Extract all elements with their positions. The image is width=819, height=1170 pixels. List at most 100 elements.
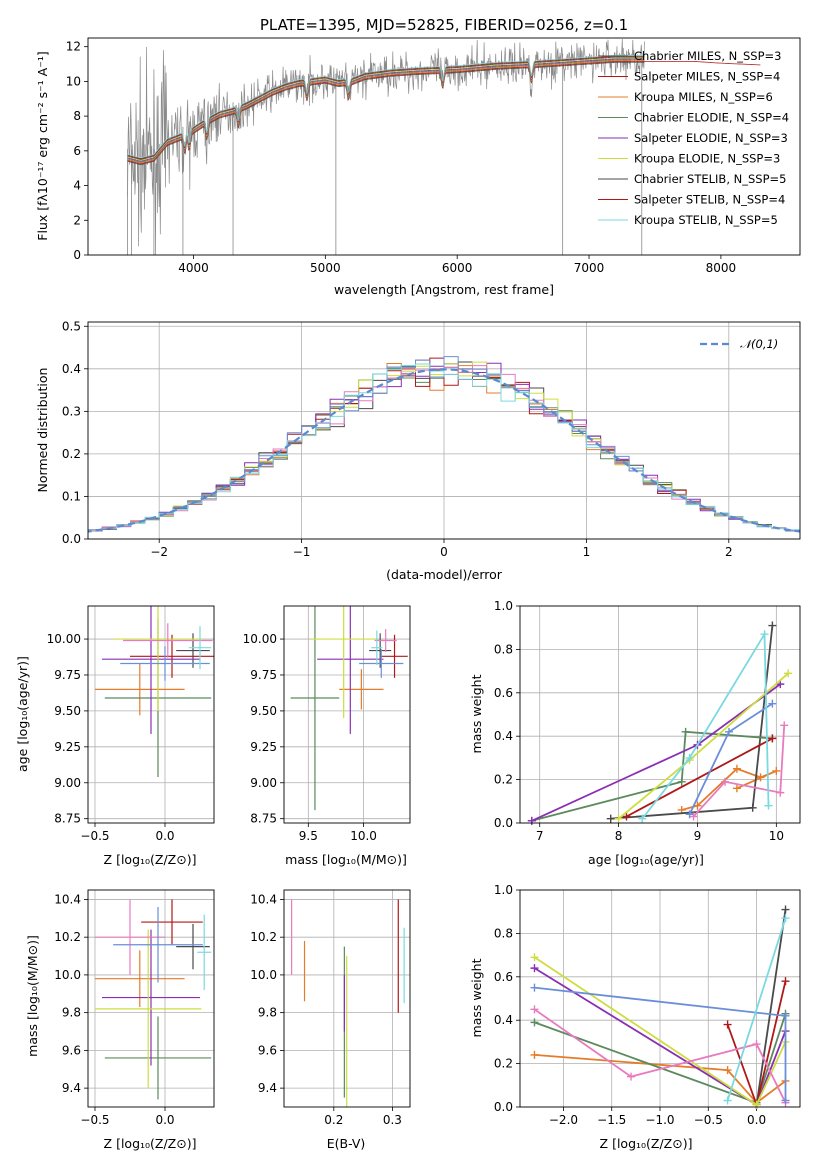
model-spectrum-1 [127, 61, 645, 166]
y-tick-label: 10.2 [54, 930, 81, 944]
weight-marker [732, 784, 741, 793]
weight-vs-z-panel: Z [log₁₀(Z/Z⊙)] mass weight −2.0 −1.5 −1.0… [469, 883, 801, 1151]
mass-vs-ebv-xlabel: E(B-V) [327, 1136, 366, 1151]
mass-vs-z-ylabel: mass [log₁₀(M/M⊙)] [25, 935, 40, 1057]
weight-marker [760, 630, 769, 639]
legend-label-2: Salpeter MILES, N_SSP=4 [634, 70, 780, 84]
weight-marker [725, 727, 734, 736]
spectrum-ylabel: Flux [fλ10⁻¹⁷ erg cm⁻² s⁻¹ A⁻¹] [35, 51, 50, 240]
weight-marker [685, 753, 694, 762]
x-tick-label: 10.0 [350, 829, 377, 843]
y-tick-label: 0.2 [494, 773, 513, 787]
model-spectrum-5 [127, 58, 645, 162]
x-tick-label: −0.5 [694, 1113, 723, 1127]
x-tick-label: −0.5 [80, 1113, 109, 1127]
y-tick-label: 9.4 [62, 1081, 81, 1095]
y-tick-label: 0.3 [62, 404, 81, 418]
y-tick-label: 9.6 [62, 1043, 81, 1057]
weight-marker [723, 1096, 732, 1105]
legend-label-9: Kroupa STELIB, N_SSP=5 [634, 213, 778, 227]
weight-series-4 [626, 737, 773, 818]
y-tick-label: 0.4 [494, 1013, 513, 1027]
y-tick-label: 0.0 [494, 816, 513, 830]
mass-vs-z-panel: Z [log₁₀(Z/Z⊙)] mass [log₁₀(M/M⊙)] −0.5 0… [25, 889, 215, 1151]
weight-series-7 [533, 1008, 787, 1104]
axes-frame [283, 605, 411, 824]
y-tick-label: 0.4 [494, 729, 513, 743]
weight-series-7 [692, 725, 786, 818]
weight-marker [693, 801, 702, 810]
weight-vs-z-xlabel: Z [log₁₀(Z/Z⊙)] [600, 1136, 693, 1151]
x-tick-label: 0.0 [747, 1113, 766, 1127]
y-tick-label: 0.0 [494, 1100, 513, 1114]
weight-marker [685, 810, 694, 819]
x-tick-label: 5000 [310, 261, 341, 275]
model-spectrum-6 [127, 57, 645, 161]
weight-marker [681, 727, 690, 736]
weight-marker [723, 1066, 732, 1075]
y-tick-label: 0.5 [62, 319, 81, 333]
weight-marker [530, 1018, 539, 1027]
y-tick-label: 10.00 [47, 632, 81, 646]
legend-label-3: Kroupa MILES, N_SSP=6 [634, 90, 773, 104]
x-tick-label: 10 [769, 829, 784, 843]
weight-vs-z-ylabel: mass weight [469, 958, 484, 1037]
x-tick-label: −2 [150, 545, 168, 559]
y-tick-label: 8 [73, 109, 81, 123]
x-tick-label: 7 [536, 829, 544, 843]
residuals-ylabel: Normed distribution [35, 368, 50, 493]
y-tick-label: 0.2 [494, 1057, 513, 1071]
model-spectrum-9 [127, 54, 645, 159]
weight-marker [781, 905, 790, 914]
normal-curve [88, 368, 800, 533]
x-tick-label: 6000 [442, 261, 473, 275]
residuals-panel: (data-model)/error Normed distribution −… [35, 319, 801, 582]
y-tick-label: 0.4 [62, 362, 81, 376]
weight-marker [768, 699, 777, 708]
weight-marker [721, 777, 730, 786]
y-tick-label: 0.8 [494, 642, 513, 656]
histogram-area [88, 356, 800, 534]
x-tick-label: 8 [615, 829, 623, 843]
weight-series-2 [755, 909, 787, 1105]
x-tick-label: 2 [725, 545, 733, 559]
weight-marker [784, 669, 793, 678]
y-tick-label: 9.00 [54, 776, 81, 790]
x-tick-label: 7000 [574, 261, 605, 275]
y-tick-label: 1.0 [494, 599, 513, 613]
axes-frame [87, 321, 801, 540]
y-tick-label: 0.8 [494, 926, 513, 940]
y-tick-label: 2 [73, 213, 81, 227]
y-tick-label: 10.0 [250, 968, 277, 982]
y-tick-label: 6 [73, 144, 81, 158]
y-tick-label: 8.75 [54, 812, 81, 826]
weight-marker [748, 803, 757, 812]
age-vs-z-xlabel: Z [log₁₀(Z/Z⊙)] [104, 852, 197, 867]
legend-label-4: Chabrier ELODIE, N_SSP=4 [634, 111, 789, 125]
y-tick-label: 9.6 [258, 1043, 277, 1057]
y-tick-label: 12 [66, 40, 81, 54]
weight-marker [530, 983, 539, 992]
weight-series-9 [726, 917, 787, 1101]
y-tick-label: 9.8 [62, 1006, 81, 1020]
weight-marker [530, 1005, 539, 1014]
weight-marker [781, 1096, 790, 1105]
y-tick-label: 10.2 [250, 930, 277, 944]
y-tick-label: 9.4 [258, 1081, 277, 1095]
model-spectrum-4 [127, 59, 645, 163]
legend-label-7: Chabrier STELIB, N_SSP=5 [634, 172, 786, 186]
age-vs-mass-xlabel: mass [log₁₀(M/M⊙)] [285, 852, 407, 867]
x-tick-label: −1 [293, 545, 311, 559]
y-tick-label: 0.2 [62, 447, 81, 461]
weight-vs-age-panel: age [log₁₀(age/yr)] mass weight 7 8 9 10 0.0… [469, 599, 801, 867]
y-tick-label: 8.75 [250, 812, 277, 826]
legend-label-normal: 𝒩(0,1) [740, 337, 778, 351]
weight-marker [768, 621, 777, 630]
axes-frame [87, 37, 801, 256]
weight-marker [764, 801, 773, 810]
weight-marker [614, 814, 623, 823]
mass-vs-ebv-panel: E(B-V) 0.2 0.3 9.4 9.6 9.8 10.0 10.2 10.4 [250, 889, 411, 1151]
weight-marker [530, 964, 539, 973]
x-tick-label: 0.0 [155, 829, 174, 843]
y-tick-label: 9.75 [250, 668, 277, 682]
